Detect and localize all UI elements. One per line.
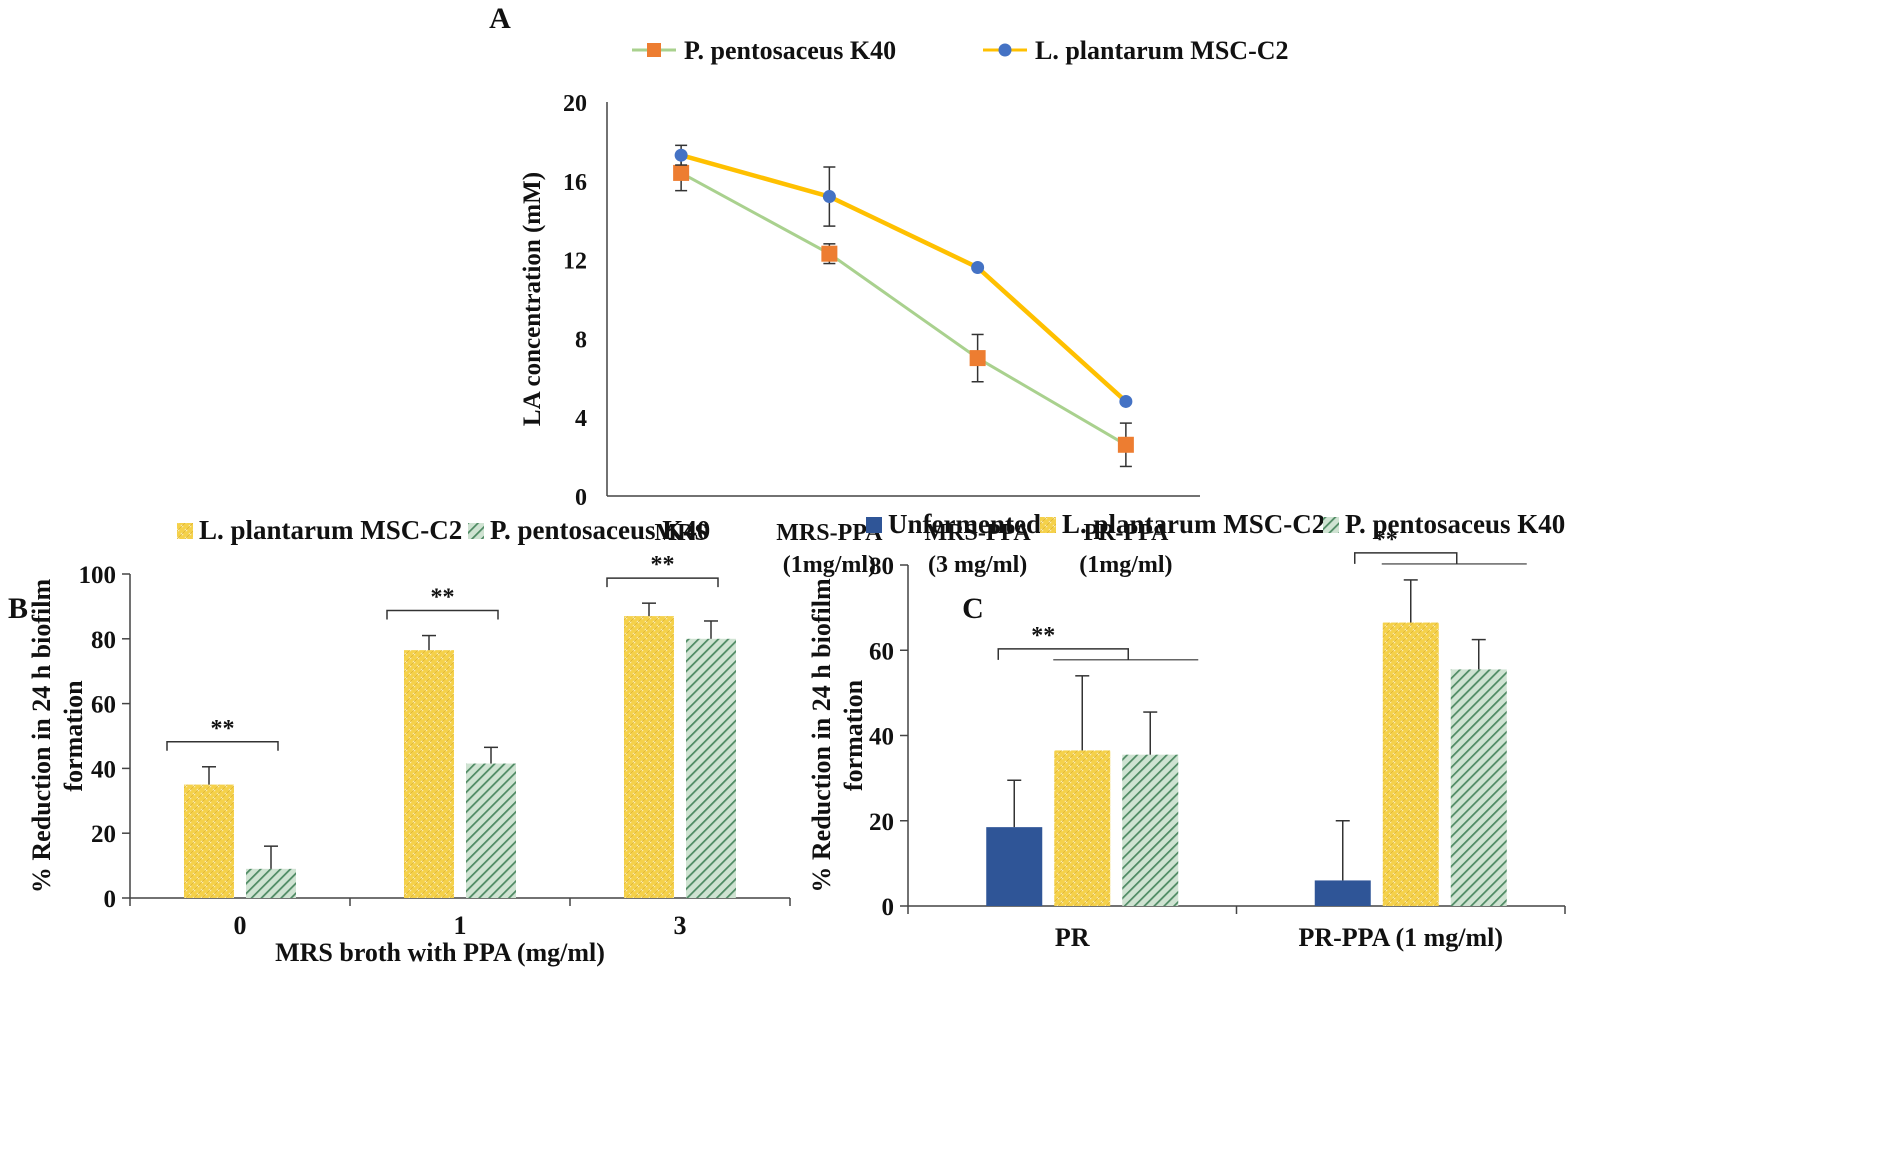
y-tick-label: 12: [563, 249, 587, 275]
significance-bracket: [1354, 552, 1458, 564]
y-axis-label: formation: [59, 680, 88, 792]
legend-label: Unfermented: [888, 509, 1041, 539]
y-tick-label: 40: [869, 724, 894, 751]
legend-label: L. plantarum MSC-C2: [1062, 509, 1325, 539]
data-point: [1117, 436, 1134, 453]
significance-label: **: [211, 716, 235, 742]
data-point: [821, 245, 838, 262]
panel-label-c: C: [962, 592, 984, 625]
x-tick-label: PR-PPA (1 mg/ml): [1298, 923, 1503, 952]
x-tick-label: (1mg/ml): [783, 552, 876, 578]
x-tick-label: 3: [674, 911, 687, 940]
legend-swatch: [1323, 517, 1339, 533]
significance-bracket: [606, 577, 719, 588]
series-line-1: [680, 153, 1128, 404]
legend-label: L. plantarum MSC-C2: [1035, 36, 1289, 65]
y-tick-label: 60: [869, 638, 894, 665]
bar: [624, 616, 674, 898]
bar: [404, 650, 454, 898]
bar: [1054, 750, 1111, 906]
bar: [184, 784, 234, 898]
legend-marker: [647, 43, 661, 57]
x-tick-label: 1: [454, 911, 467, 940]
bar-chart-panel-c: 0 20 40 60 80 PR PR-PPA (1 mg/ml) % Reduction i…: [807, 509, 1566, 952]
bar: [466, 763, 516, 898]
y-tick-label: 60: [91, 692, 116, 719]
bar: [246, 868, 296, 898]
x-tick-label: (3 mg/ml): [928, 552, 1027, 578]
significance-label: **: [431, 585, 455, 611]
y-tick-label: 20: [869, 809, 894, 836]
y-tick-label: 40: [91, 756, 116, 783]
y-tick-label: 0: [882, 894, 895, 921]
data-point: [1119, 394, 1133, 408]
x-tick-label: PR: [1055, 923, 1090, 952]
data-point: [673, 164, 690, 181]
y-tick-label: 0: [575, 485, 587, 511]
legend-swatch: [866, 517, 882, 533]
legend-swatch: [1040, 517, 1056, 533]
significance-label: **: [1031, 623, 1055, 649]
y-tick-label: 80: [869, 553, 894, 580]
x-tick-label: 0: [234, 911, 247, 940]
legend-label: L. plantarum MSC-C2: [199, 515, 462, 545]
y-tick-label: 16: [563, 170, 587, 196]
x-tick-label: MRS-PPA: [776, 520, 883, 546]
bar: [1314, 880, 1371, 906]
legend-marker: [998, 43, 1012, 57]
bar: [686, 638, 736, 898]
legend-label: P. pentosaceus K40: [684, 36, 896, 65]
y-tick-label: 4: [575, 406, 587, 432]
y-axis-label: % Reduction in 24 h biofilm: [27, 579, 56, 894]
data-point: [822, 190, 836, 204]
y-tick-label: 8: [575, 327, 587, 353]
line-chart-panel-a: 0 4 8 12 16 20 MRS MRS-PPA (1mg/ml) MRS-PPA (3 mg/…: [519, 36, 1289, 578]
legend-swatch: [177, 523, 193, 539]
significance-bracket: [166, 741, 279, 751]
bar: [1450, 669, 1507, 906]
y-tick-label: 20: [91, 821, 116, 848]
x-tick-label: PR-PPA: [1083, 520, 1169, 546]
significance-bracket: [997, 648, 1129, 660]
bar: [986, 827, 1043, 906]
significance-bracket: [386, 609, 499, 620]
significance-label: **: [651, 552, 675, 578]
series-line-0: [680, 171, 1127, 447]
y-axis-label: formation: [839, 679, 868, 791]
bar: [1122, 754, 1179, 906]
bar-chart-panel-b: 0 20 40 60 80 100 0 1 3 MRS broth with PPA (mg/ml…: [27, 515, 791, 967]
y-tick-label: 20: [563, 91, 587, 117]
y-tick-label: 80: [91, 627, 116, 654]
legend-label: P. pentosaceus K40: [1345, 509, 1565, 539]
data-point: [971, 260, 985, 274]
legend-label: P. pentosaceus K40: [490, 515, 710, 545]
data-point: [969, 350, 986, 367]
y-tick-label: 100: [79, 562, 117, 589]
y-axis-label: % Reduction in 24 h biofilm: [807, 578, 836, 893]
significance-label: **: [1374, 527, 1398, 553]
x-tick-label: MRS-PPA: [925, 520, 1032, 546]
x-tick-label: (1mg/ml): [1079, 552, 1172, 578]
panel-label-b: B: [8, 592, 28, 625]
panel-label-a: A: [489, 2, 511, 35]
bar: [1382, 622, 1439, 906]
x-tick-label: MRS: [654, 520, 707, 546]
y-axis-label: LA concentration (mM): [519, 172, 546, 426]
legend-swatch: [468, 523, 484, 539]
y-tick-label: 0: [104, 886, 117, 913]
x-axis-label: MRS broth with PPA (mg/ml): [275, 938, 605, 967]
data-point: [674, 148, 688, 162]
